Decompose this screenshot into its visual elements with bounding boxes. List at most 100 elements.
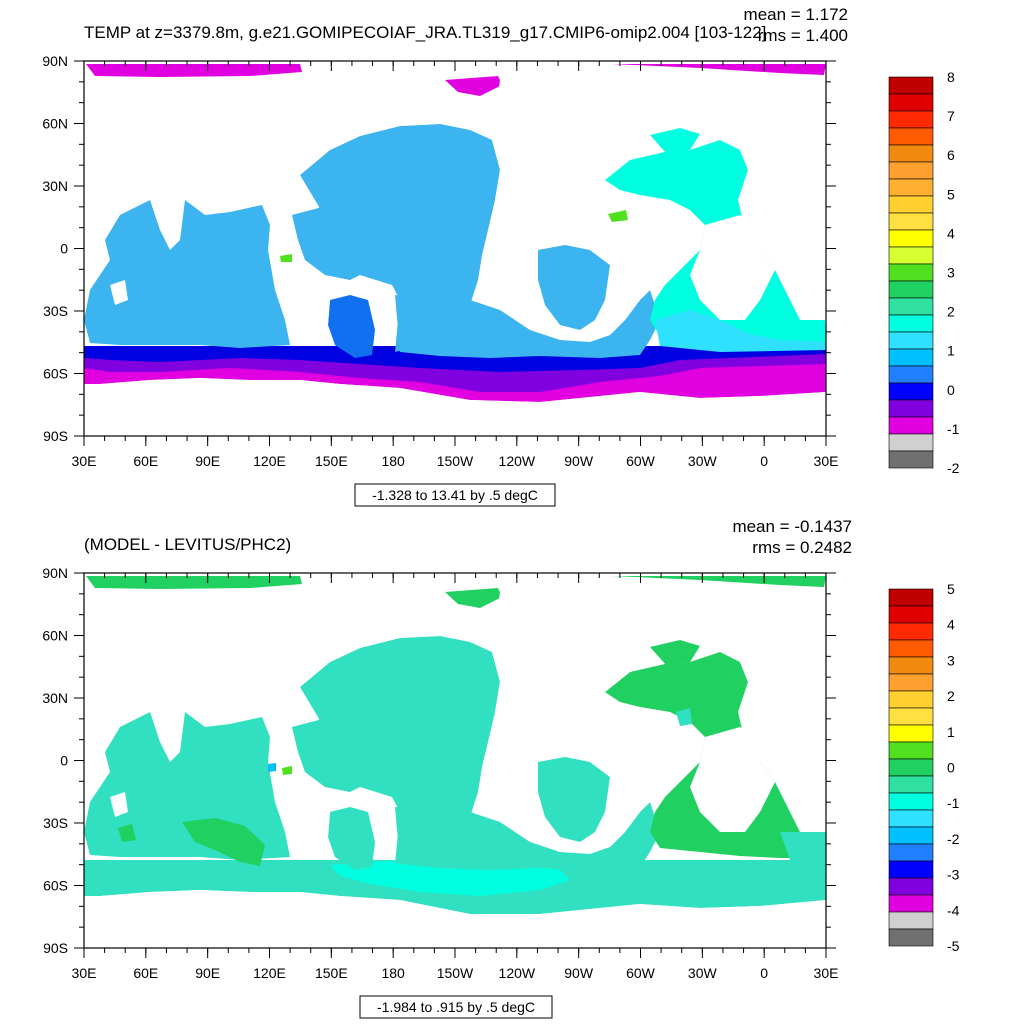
panel2-range: -1.984 to .915 by .5 degC <box>377 999 535 1015</box>
colorbar-swatch <box>888 928 934 947</box>
colorbar-swatch <box>888 450 934 469</box>
colorbar-swatch <box>888 144 934 163</box>
p1-land-antarctica <box>84 378 826 436</box>
lon-label: 120W <box>499 965 536 981</box>
p2-arctic-east <box>612 576 826 587</box>
p2-land-samerica <box>590 747 655 847</box>
colorbar-swatch <box>888 758 934 777</box>
p1-land-eurasia <box>84 80 300 215</box>
panel2-lon-labels: 30E 60E 90E 120E 150E 180 150W 120W 90W 60W 30W 0 30… <box>72 965 839 981</box>
colorbar-swatch <box>888 775 934 794</box>
lon-label: 30E <box>814 453 839 469</box>
colorbar-swatch <box>888 246 934 265</box>
p1-s-atlantic-cold <box>655 310 826 352</box>
colorbar-swatch <box>888 588 934 607</box>
p2-indian-green <box>182 818 265 866</box>
colorbar-swatch <box>888 110 934 129</box>
lon-label: 120W <box>499 453 536 469</box>
colorbar-label: -3 <box>947 867 960 883</box>
p1-greenland-sea <box>650 128 700 152</box>
p1-pacific-basin <box>300 124 500 352</box>
lon-label: 60W <box>626 453 656 469</box>
lon-label: 120E <box>253 453 286 469</box>
panel-difference: (MODEL - LEVITUS/PHC2) mean = -0.1437 rm… <box>42 517 960 1019</box>
lat-label: 30N <box>42 178 68 194</box>
p1-west-pac-islands <box>292 205 370 280</box>
p1-indian-ocean <box>84 200 290 348</box>
colorbar-label: 6 <box>947 147 955 163</box>
colorbar-swatch <box>888 741 934 760</box>
panel1-ticks <box>74 60 836 446</box>
lon-label: 150E <box>315 453 348 469</box>
lon-label: 90E <box>195 453 220 469</box>
panel1-colorbar: 8 7 6 5 4 3 2 1 0 -1 -2 <box>888 69 960 476</box>
panel2-ticks <box>74 572 836 958</box>
p2-indian-ocean <box>84 712 290 860</box>
colorbar-swatch <box>888 639 934 658</box>
lat-label: 0 <box>60 241 68 257</box>
lon-label: 30W <box>688 453 718 469</box>
colorbar-swatch <box>888 707 934 726</box>
colorbar-swatch <box>888 263 934 282</box>
colorbar-label: 4 <box>947 225 955 241</box>
lon-label: 60E <box>133 965 158 981</box>
colorbar-swatch <box>888 673 934 692</box>
p2-west-pac-islands <box>292 717 370 792</box>
colorbar-swatch <box>888 382 934 401</box>
colorbar-label: 1 <box>947 343 955 359</box>
p2-land-europe <box>740 592 826 742</box>
lon-label: 60E <box>133 453 158 469</box>
colorbar-label: 5 <box>947 581 955 597</box>
lat-label: 30N <box>42 690 68 706</box>
panel2-title: (MODEL - LEVITUS/PHC2) <box>84 535 291 554</box>
p1-arctic-east <box>612 64 826 75</box>
colorbar-label: 1 <box>947 724 955 740</box>
p2-blue-spot <box>268 763 276 772</box>
lon-label: 150W <box>437 453 474 469</box>
p2-tasman <box>328 807 375 870</box>
panel2-rms: rms = 0.2482 <box>752 538 852 557</box>
colorbar-swatch <box>888 433 934 452</box>
p1-green-spot <box>608 210 628 222</box>
lon-label: 60W <box>626 965 656 981</box>
lon-label: 30E <box>72 453 97 469</box>
p1-land-namerica <box>492 80 665 245</box>
lon-label: 30E <box>814 965 839 981</box>
panel1-mean: mean = 1.172 <box>744 5 848 24</box>
panel1-range: -1.328 to 13.41 by .5 degC <box>372 487 538 503</box>
p2-arctic-bering <box>445 588 502 608</box>
lon-label: 90W <box>564 453 594 469</box>
lon-label: 180 <box>381 965 405 981</box>
lon-label: 90E <box>195 965 220 981</box>
colorbar-swatch <box>888 894 934 913</box>
lon-label: 150W <box>437 965 474 981</box>
colorbar-label: 2 <box>947 304 955 320</box>
lat-label: 90N <box>42 565 68 581</box>
panel-temperature: TEMP at z=3379.8m, g.e21.GOMIPECOIAF_JRA… <box>42 5 960 507</box>
colorbar-swatch <box>888 911 934 930</box>
p1-land-asia-east <box>300 80 440 175</box>
colorbar-swatch <box>888 843 934 862</box>
p1-pacific-south <box>395 290 660 358</box>
colorbar-swatch <box>888 76 934 95</box>
p2-se-pacific <box>538 757 610 842</box>
colorbar-swatch <box>888 93 934 112</box>
colorbar-swatch <box>888 656 934 675</box>
lon-label: 0 <box>760 965 768 981</box>
colorbar-swatch <box>888 348 934 367</box>
colorbar-swatch <box>888 399 934 418</box>
p2-land-india <box>150 712 185 762</box>
p2-land-eurasia <box>84 592 300 727</box>
p1-land-australia <box>290 288 340 330</box>
colorbar-label: -2 <box>947 460 960 476</box>
lat-label: 90S <box>43 428 68 444</box>
colorbar-swatch <box>888 127 934 146</box>
lat-label: 30S <box>43 303 68 319</box>
p1-green-spot-3 <box>280 254 292 262</box>
p2-land-madagascar <box>110 792 128 817</box>
p1-tasman <box>328 295 375 358</box>
panel2-range-box <box>359 995 553 1019</box>
lat-label: 90S <box>43 940 68 956</box>
p1-land-masks <box>84 80 826 436</box>
colorbar-swatch <box>888 178 934 197</box>
